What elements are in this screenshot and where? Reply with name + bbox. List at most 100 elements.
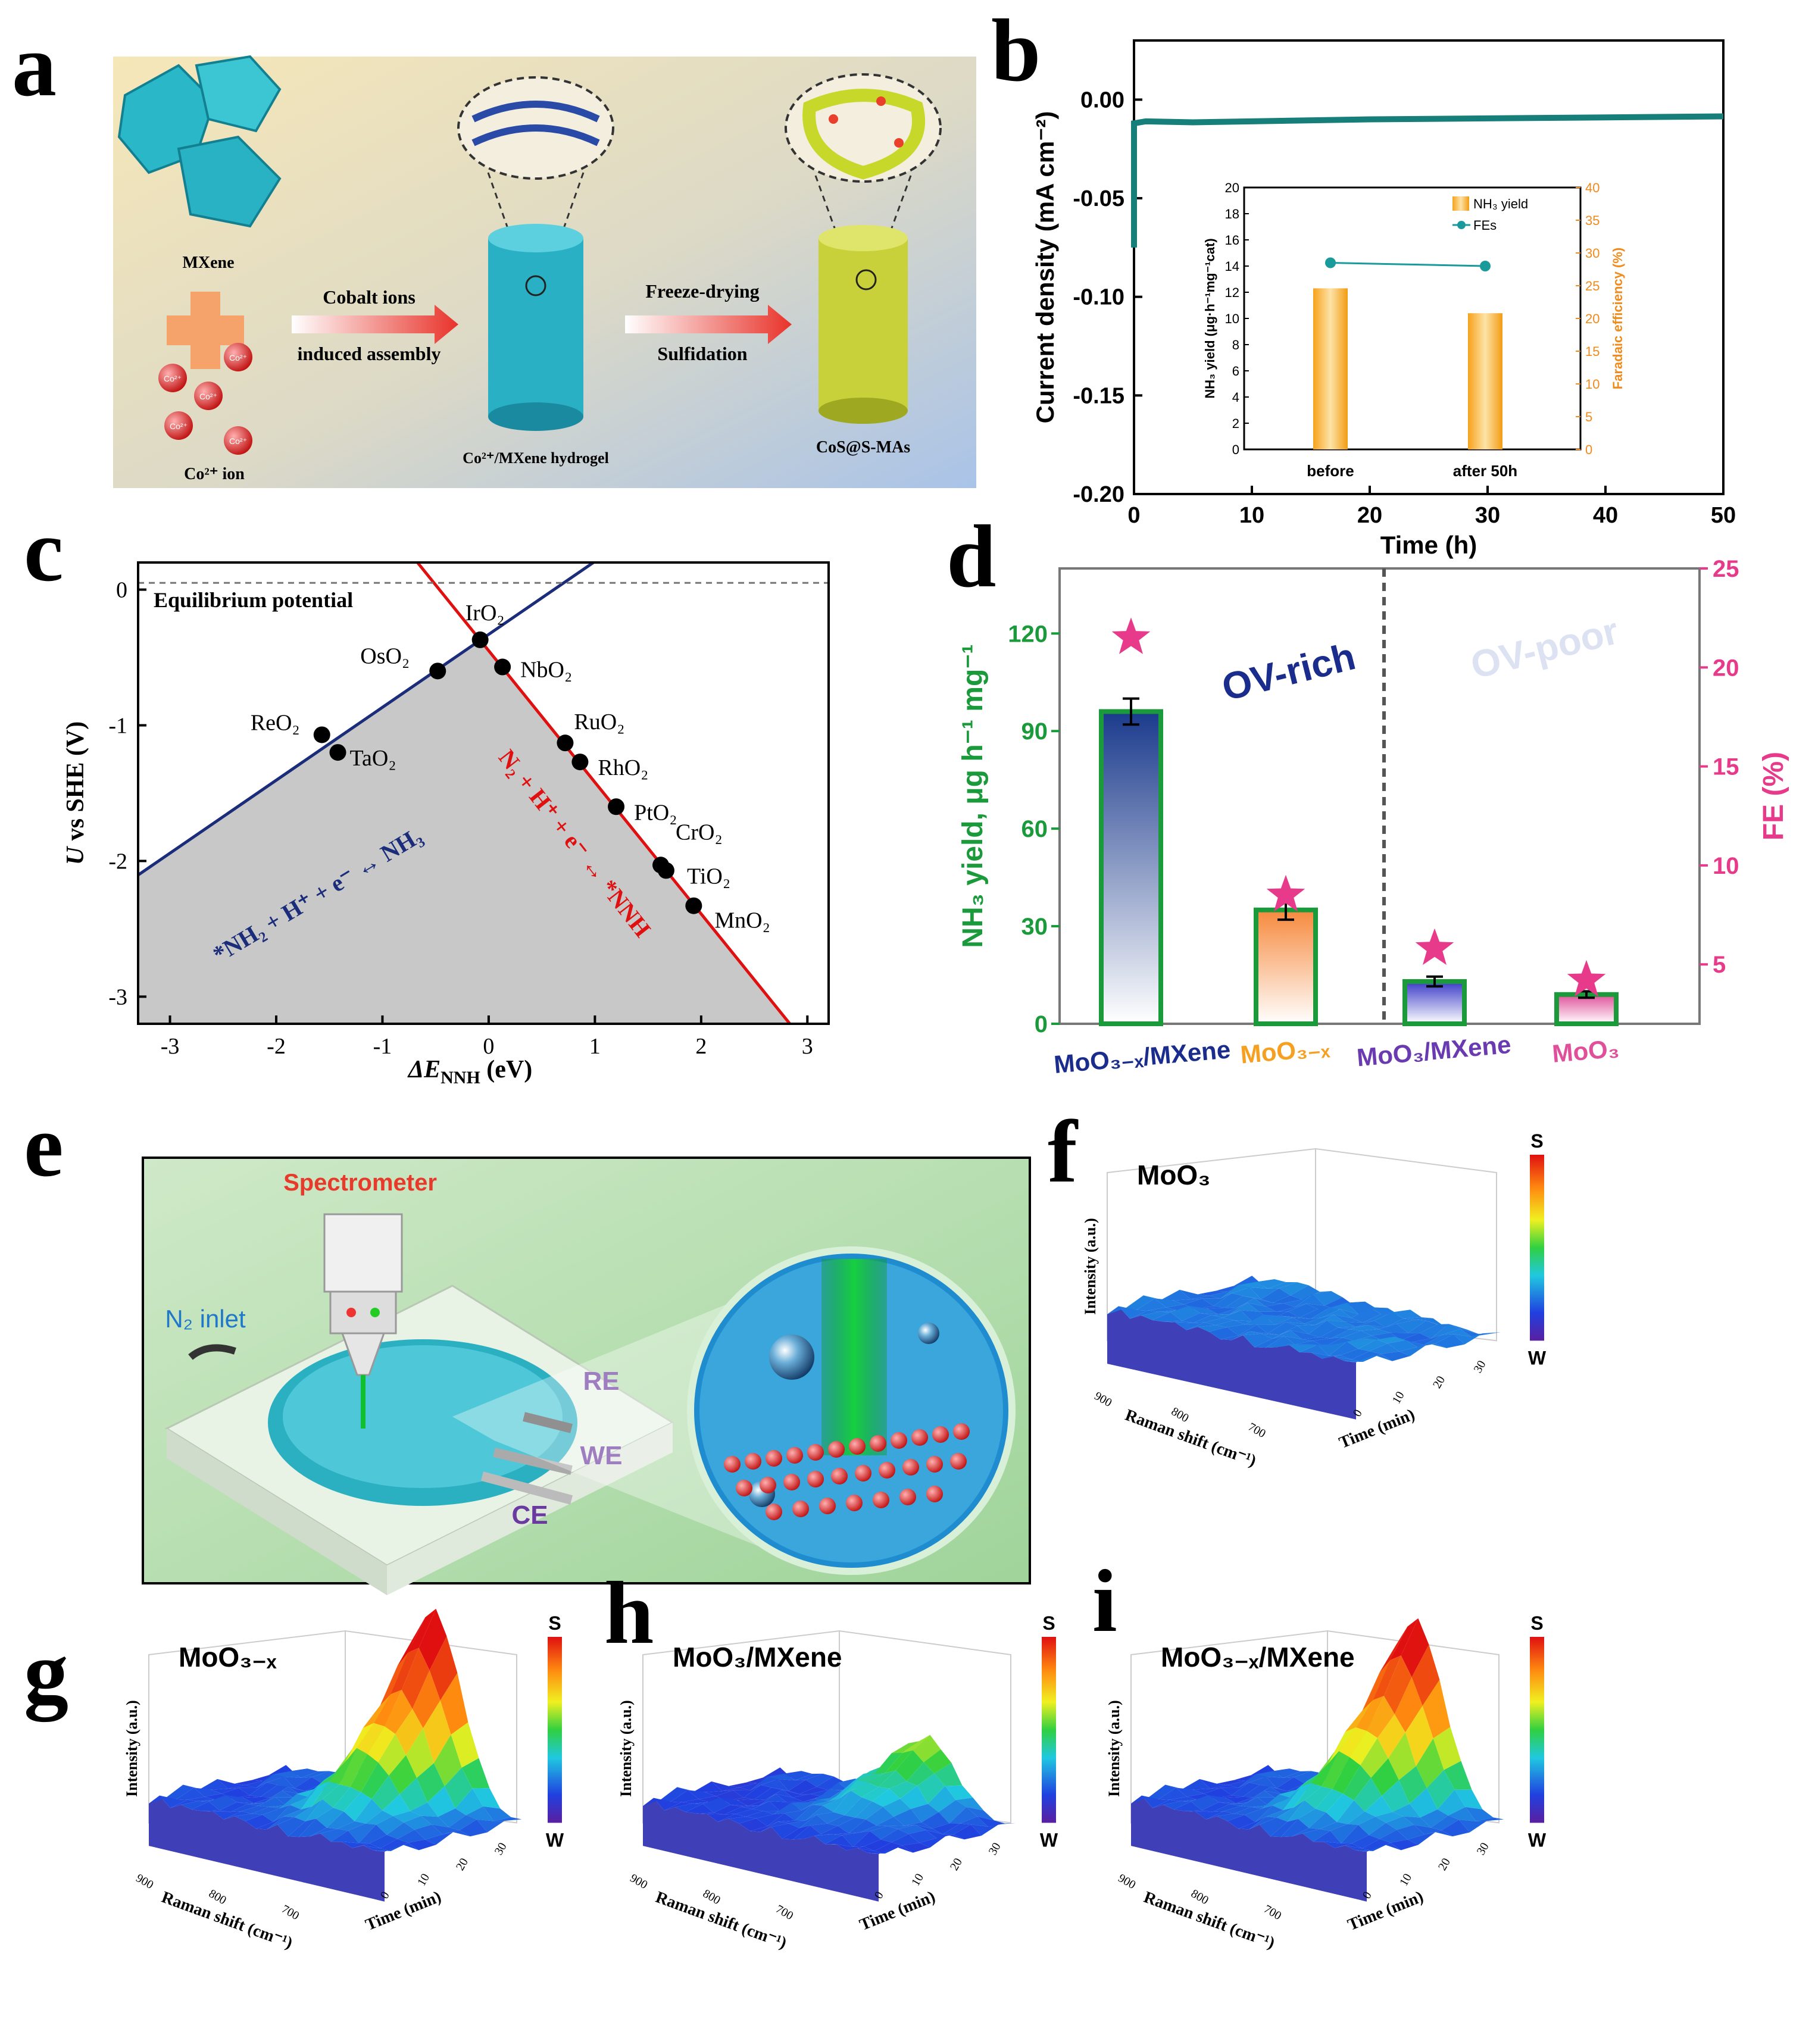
plot-frame <box>1133 39 1725 495</box>
surface-patch <box>1360 1737 1388 1778</box>
surface-patch <box>891 1834 920 1846</box>
surface-patch <box>1360 1329 1390 1336</box>
surface-patch <box>1371 1758 1399 1796</box>
surface-skirt <box>256 1829 267 1874</box>
surface-patch <box>696 1812 724 1815</box>
panel-letter-i: i <box>1092 1552 1117 1651</box>
x-tick-label: -1 <box>373 1034 392 1059</box>
surface-patch <box>1195 1811 1223 1820</box>
surface-patch <box>245 1814 273 1829</box>
surface-patch <box>1444 1761 1472 1790</box>
surface-patch <box>911 1804 939 1823</box>
surface-patch <box>483 1806 511 1821</box>
inset-y-tick-label: 2 <box>1232 416 1239 431</box>
surface-patch <box>1222 1310 1252 1321</box>
surface-patch <box>337 1821 366 1831</box>
surface-skirt <box>1152 1805 1163 1854</box>
y-tick-label: -0.05 <box>1073 186 1124 211</box>
panel-d: d 0 30 60 90 120 5 10 15 20 25 NH₃ yield, μg h⁻¹ m… <box>946 507 1789 1079</box>
surface-patch <box>739 1777 767 1791</box>
surface-patch <box>1270 1818 1298 1837</box>
surface-patch <box>758 1793 787 1806</box>
surface-patch <box>418 1608 447 1671</box>
surface-patch <box>258 1797 286 1807</box>
surface-skirt <box>245 1821 256 1871</box>
surface-patch <box>213 1811 241 1820</box>
surface-patch <box>310 1827 338 1837</box>
surface-skirt <box>846 1848 857 1897</box>
surface-patch <box>311 1781 340 1807</box>
surface-patch <box>1198 1290 1227 1296</box>
surface-skirt <box>782 1839 793 1882</box>
surface-patch <box>801 1799 830 1811</box>
surface-patch <box>1329 1341 1358 1356</box>
surface-skirt <box>761 1827 771 1877</box>
surface-patch <box>1211 1310 1241 1318</box>
surface-skirt <box>1142 1795 1152 1851</box>
surface-patch <box>754 1787 782 1800</box>
colorbar-bottom-label: W <box>1528 1347 1547 1368</box>
arrow1-bottom-label: induced assembly <box>298 343 441 364</box>
surface-patch <box>1382 1780 1410 1812</box>
surface-patch <box>831 1832 860 1836</box>
surface-patch <box>1283 1783 1311 1810</box>
surface-skirt <box>1324 1842 1335 1894</box>
inset-y-tick-label: 16 <box>1225 233 1239 248</box>
surface-patch <box>960 1816 988 1827</box>
panel-a: a MXene Co²⁺ Co²⁺ Co²⁺ Co²⁺ Co²⁺ Co²⁺ io… <box>12 16 976 488</box>
panel-letter-g: g <box>24 1623 68 1722</box>
colorbar-bottom-label: W <box>1528 1829 1547 1851</box>
surface-patch <box>788 1815 817 1829</box>
surface-skirt <box>1277 1344 1288 1405</box>
surface-patch <box>329 1748 357 1785</box>
surface-patch <box>795 1805 823 1821</box>
surface-patch <box>880 1829 909 1843</box>
y-tick-label: -0.20 <box>1073 482 1124 507</box>
inset-legend-bar-label: NH₃ yield <box>1473 196 1528 211</box>
surface-patch <box>414 1824 443 1840</box>
surface-patch <box>1426 1770 1455 1809</box>
surface-patch <box>1270 1786 1298 1794</box>
surface-patch <box>1354 1336 1383 1341</box>
surface-skirt <box>1186 1327 1198 1384</box>
surface-patch <box>1315 1314 1345 1325</box>
surface-patch <box>1158 1787 1187 1800</box>
colorbar <box>1530 1637 1544 1823</box>
surface-skirt <box>1311 1352 1322 1412</box>
surface-patch <box>872 1788 900 1807</box>
surface-patch <box>217 1779 245 1789</box>
surface-patch <box>367 1726 395 1762</box>
surface-patch <box>305 1799 333 1821</box>
surface-patch <box>681 1799 710 1804</box>
surface-patch <box>1238 1774 1266 1788</box>
surface-patch <box>1299 1308 1329 1319</box>
surface-patch <box>404 1815 432 1830</box>
surface-patch <box>900 1786 928 1809</box>
surface-patch <box>816 1812 845 1824</box>
inset-y2-tick-label: 15 <box>1585 344 1600 359</box>
colorbar <box>1042 1637 1056 1823</box>
surface-patch <box>1385 1318 1415 1327</box>
arrow-right-icon <box>292 305 458 344</box>
surface-patch <box>268 1793 297 1809</box>
surface-patch <box>729 1816 757 1824</box>
chart-b: 0 10 20 30 40 500.00-0.05-0.10-0.15-0.20Time … <box>1031 39 1736 559</box>
surface-patch <box>1249 1816 1277 1830</box>
surface-patch <box>1254 1336 1284 1348</box>
surface-patch <box>251 1807 280 1815</box>
surface-patch <box>354 1799 383 1824</box>
surface-patch <box>1403 1317 1433 1320</box>
surface-patch <box>707 1814 735 1822</box>
co-ion-symbol: Co²⁺ <box>164 374 182 383</box>
surface-skirt <box>267 1824 277 1877</box>
surface-patch <box>799 1815 827 1829</box>
surface-patch <box>1243 1333 1273 1348</box>
surface-patch <box>410 1802 438 1817</box>
surface-patch <box>346 1723 374 1761</box>
surface-skirt <box>1220 1339 1232 1392</box>
surface-patch <box>376 1815 404 1835</box>
category-label: MoO₃/MXene <box>1355 1030 1512 1071</box>
surface-patch <box>1174 1801 1202 1811</box>
surface-patch <box>239 1782 267 1796</box>
